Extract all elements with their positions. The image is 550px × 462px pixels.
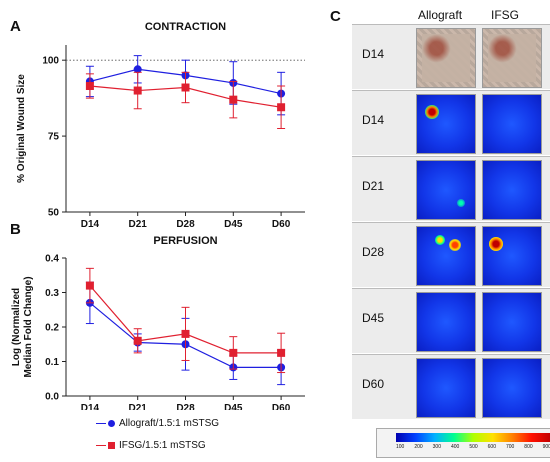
x-tick-label: D28 [176,403,195,410]
y-tick-label: 50 [48,208,60,219]
x-tick-label: D21 [129,403,148,410]
charts-svg: CONTRACTION 50 75 100 D14 D21 D28 D45 D60 % Origi… [11,21,305,410]
row-d28-perfusion: D28 [352,222,550,287]
row-label: D45 [362,311,385,325]
data-point [133,336,142,345]
column-header-allograft: Allograft [418,8,463,22]
hotspot [457,199,465,207]
chart-title: PERFUSION [153,235,217,247]
x-tick-label: D14 [81,403,100,410]
row-label: D14 [362,113,385,127]
colorbar-tick: 600 [487,444,496,450]
colorbar-tick: 100 [396,444,405,450]
row-d60-perfusion: D60 [352,354,550,419]
data-point [133,65,142,74]
colorbar-tick: 200 [414,444,423,450]
y-tick-label: 0.3 [45,288,59,299]
hotspot [489,237,503,251]
y-axis-label: % Original Wound Size [16,74,27,183]
y-tick-label: 0.0 [45,392,59,403]
legend-ifsg: IFSG/1.5:1 mSTSG [96,440,206,451]
perfusion-map-allograft [416,358,476,418]
legend-allograft-marker [108,420,115,427]
data-point [277,348,286,357]
data-point [229,95,238,104]
x-tick-label: D21 [129,219,148,230]
x-tick-label: D14 [81,219,100,230]
data-point [133,86,142,95]
colorbar-tick: 500 [469,444,478,450]
legend-ifsg-marker [108,442,115,449]
row-d14-photo: D14 [352,24,550,89]
data-point [277,103,286,112]
column-header-ifsg: IFSG [491,8,520,22]
y-axis-label-line: Log (Normalized [11,288,22,366]
x-tick-label: D60 [272,219,291,230]
data-point [85,81,94,90]
perfusion-colorbar [396,433,550,442]
y-tick-label: 75 [48,132,60,143]
colorbar-tick: 700 [505,444,515,450]
perfusion-map-ifsg [482,160,542,220]
panel-c-letter: C [330,8,341,25]
perfusion-map-allograft [416,160,476,220]
wound-photo-allograft [416,28,476,88]
x-tick-label: D60 [272,403,291,410]
colorbar-tick: 800 [524,444,533,450]
row-d21-perfusion: D21 [352,156,550,221]
data-point [181,329,190,338]
panel-b-letter: B [10,221,21,238]
legend-allograft-label: Allograft/1.5:1 mSTSG [119,418,220,429]
legend-allograft: Allograft/1.5:1 mSTSG [96,418,219,429]
hotspot [425,105,439,119]
perfusion-map-allograft [416,292,476,352]
x-tick-label: D45 [224,219,243,230]
panel-a-letter: A [10,18,21,35]
row-label: D60 [362,377,385,391]
perfusion-map-allograft [416,94,476,154]
perfusion-map-ifsg [482,358,542,418]
perfusion-chart: PERFUSION 0.0 0.1 0.2 0.3 0.4 D14 D21 D28 D45 D60 L… [11,235,305,410]
y-tick-label: 0.2 [45,323,59,334]
y-tick-label: 100 [42,56,59,67]
row-label: D14 [362,47,385,61]
row-d14-perfusion: D14 [352,90,550,155]
y-axis-label: Log (NormalizedMedian Fold Change) [11,276,34,377]
colorbar-labels: 100 200 300 400 500 600 700 800 900 [396,444,550,450]
data-point [229,348,238,357]
x-tick-label: D45 [224,403,243,410]
y-axis-label-line: % Original Wound Size [16,74,27,183]
colorbar-tick: 300 [432,444,441,450]
y-axis-label-line: Median Fold Change) [23,276,34,377]
colorbar-tick: 900 [542,444,550,450]
perfusion-map-ifsg [482,292,542,352]
hotspot [449,239,461,251]
wound-image-grid: Allograft IFSG D14 D14 D21 D28 D45 [348,0,550,462]
row-label: D21 [362,179,385,193]
contraction-chart: CONTRACTION 50 75 100 D14 D21 D28 D45 D60 % Origi… [16,21,305,230]
perfusion-map-ifsg [482,94,542,154]
hotspot [435,235,445,245]
wound-photo-ifsg [482,28,542,88]
row-d45-perfusion: D45 [352,288,550,353]
perfusion-map-allograft [416,226,476,286]
perfusion-map-ifsg [482,226,542,286]
x-tick-label: D28 [176,219,195,230]
data-point [85,281,94,290]
y-tick-label: 0.1 [45,357,59,368]
chart-title: CONTRACTION [145,21,226,33]
y-tick-label: 0.4 [45,254,59,265]
row-label: D28 [362,245,385,259]
legend-ifsg-label: IFSG/1.5:1 mSTSG [119,440,206,451]
data-point [181,83,190,92]
colorbar-tick: 400 [450,444,460,450]
